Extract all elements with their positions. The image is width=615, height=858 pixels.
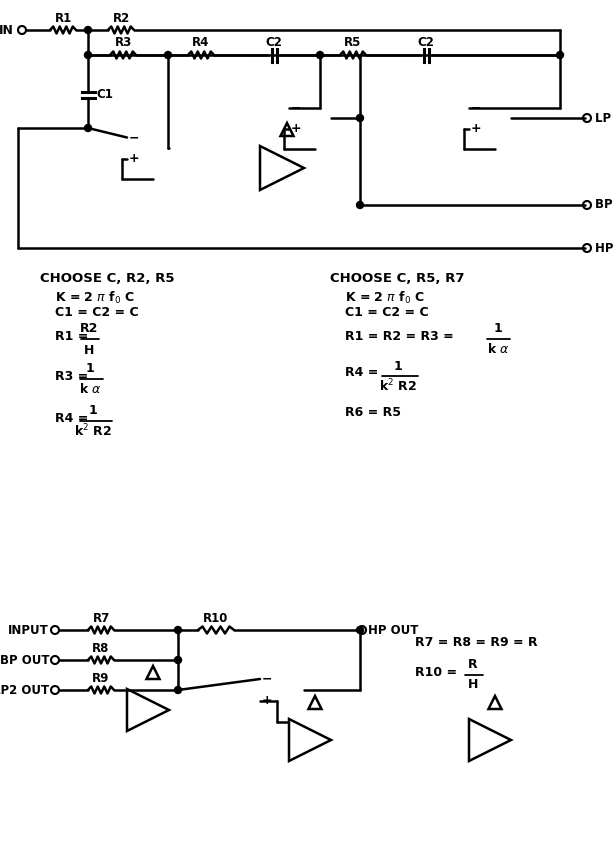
- Text: R4 =: R4 =: [55, 412, 93, 425]
- Text: CHOOSE C, R2, R5: CHOOSE C, R2, R5: [40, 271, 175, 285]
- Text: C1 = C2 = C: C1 = C2 = C: [55, 306, 138, 319]
- Circle shape: [175, 686, 181, 693]
- Text: HP OUT: HP OUT: [595, 241, 615, 255]
- Circle shape: [164, 51, 172, 58]
- Circle shape: [557, 51, 563, 58]
- Text: R2: R2: [113, 11, 130, 25]
- Text: 1: 1: [89, 404, 97, 418]
- Text: R10 =: R10 =: [415, 666, 461, 679]
- Text: k $\alpha$: k $\alpha$: [486, 342, 509, 356]
- Circle shape: [357, 202, 363, 208]
- Text: −: −: [291, 101, 301, 114]
- Text: K = 2 $\pi$ f$_0$ C: K = 2 $\pi$ f$_0$ C: [345, 290, 425, 306]
- Text: H: H: [468, 679, 478, 692]
- Circle shape: [175, 626, 181, 633]
- Text: BP OUT: BP OUT: [595, 198, 615, 212]
- Text: R4 =: R4 =: [345, 366, 383, 379]
- Text: R1 =: R1 =: [55, 329, 93, 342]
- Text: −: −: [262, 673, 272, 686]
- Text: R3 =: R3 =: [55, 370, 93, 383]
- Text: R4: R4: [192, 37, 210, 50]
- Text: IN: IN: [0, 23, 14, 37]
- Text: +: +: [470, 122, 482, 135]
- Text: R: R: [468, 658, 478, 672]
- Text: −: −: [129, 131, 139, 144]
- Text: −: −: [470, 101, 482, 114]
- Text: R5: R5: [344, 37, 362, 50]
- Circle shape: [357, 114, 363, 122]
- Text: C2: C2: [418, 35, 434, 49]
- Text: R8: R8: [92, 642, 109, 655]
- Text: H: H: [84, 343, 94, 357]
- Text: R7 = R8 = R9 = R: R7 = R8 = R9 = R: [415, 636, 538, 649]
- Text: 1: 1: [494, 323, 502, 335]
- Circle shape: [84, 51, 92, 58]
- Circle shape: [175, 656, 181, 663]
- Text: +: +: [129, 152, 140, 165]
- Circle shape: [84, 27, 92, 33]
- Circle shape: [357, 626, 363, 633]
- Text: R1: R1: [54, 11, 71, 25]
- Text: k$^2$ R2: k$^2$ R2: [379, 378, 417, 395]
- Circle shape: [317, 51, 323, 58]
- Text: R10: R10: [204, 612, 229, 625]
- Text: k$^2$ R2: k$^2$ R2: [74, 423, 112, 439]
- Text: R2: R2: [80, 323, 98, 335]
- Text: C1: C1: [96, 88, 113, 101]
- Text: R3: R3: [114, 37, 132, 50]
- Text: 1: 1: [85, 362, 94, 376]
- Text: LP2 OUT: LP2 OUT: [0, 684, 49, 697]
- Text: K = 2 $\pi$ f$_0$ C: K = 2 $\pi$ f$_0$ C: [55, 290, 135, 306]
- Text: +: +: [291, 122, 301, 135]
- Text: R6 = R5: R6 = R5: [345, 407, 401, 420]
- Text: +: +: [262, 694, 272, 708]
- Text: R7: R7: [92, 612, 109, 625]
- Text: BP OUT: BP OUT: [0, 654, 49, 667]
- Text: k $\alpha$: k $\alpha$: [79, 382, 101, 396]
- Circle shape: [84, 124, 92, 131]
- Text: HP OUT: HP OUT: [368, 624, 418, 637]
- Text: C1 = C2 = C: C1 = C2 = C: [345, 306, 429, 319]
- Text: INPUT: INPUT: [8, 624, 49, 637]
- Text: CHOOSE C, R5, R7: CHOOSE C, R5, R7: [330, 271, 464, 285]
- Text: 1: 1: [394, 360, 402, 372]
- Text: R9: R9: [92, 672, 109, 685]
- Text: R1 = R2 = R3 =: R1 = R2 = R3 =: [345, 329, 458, 342]
- Text: LP OUT: LP OUT: [595, 112, 615, 124]
- Text: C2: C2: [266, 35, 282, 49]
